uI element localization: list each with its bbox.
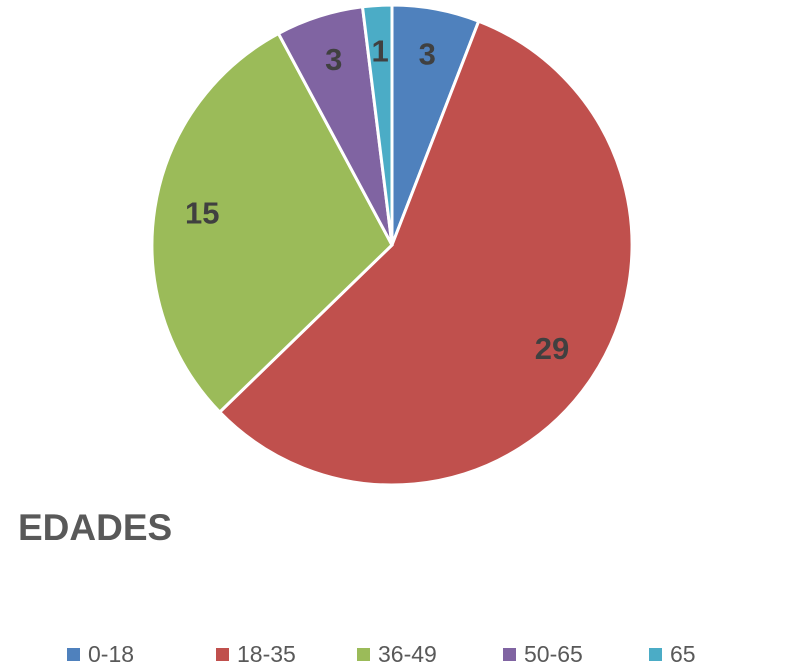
legend-swatch [649, 648, 662, 661]
legend-swatch [503, 648, 516, 661]
legend-label: 18-35 [237, 641, 296, 667]
legend-label: 36-49 [378, 641, 437, 667]
chart-title: EDADES [18, 507, 172, 548]
pie-slice [217, 19, 634, 487]
legend-swatch [357, 648, 370, 661]
data-label: 3 [325, 42, 342, 77]
data-label: 29 [535, 331, 569, 366]
data-label: 1 [372, 34, 389, 69]
data-label: 3 [419, 36, 436, 71]
legend-label: 0-18 [88, 641, 134, 667]
data-label: 15 [185, 196, 219, 231]
pie-slice [150, 31, 394, 415]
pie-slice [360, 3, 394, 246]
legend-label: 65 [670, 641, 696, 667]
legend-label: 50-65 [524, 641, 583, 667]
legend-swatch [216, 648, 229, 661]
legend-swatch [67, 648, 80, 661]
